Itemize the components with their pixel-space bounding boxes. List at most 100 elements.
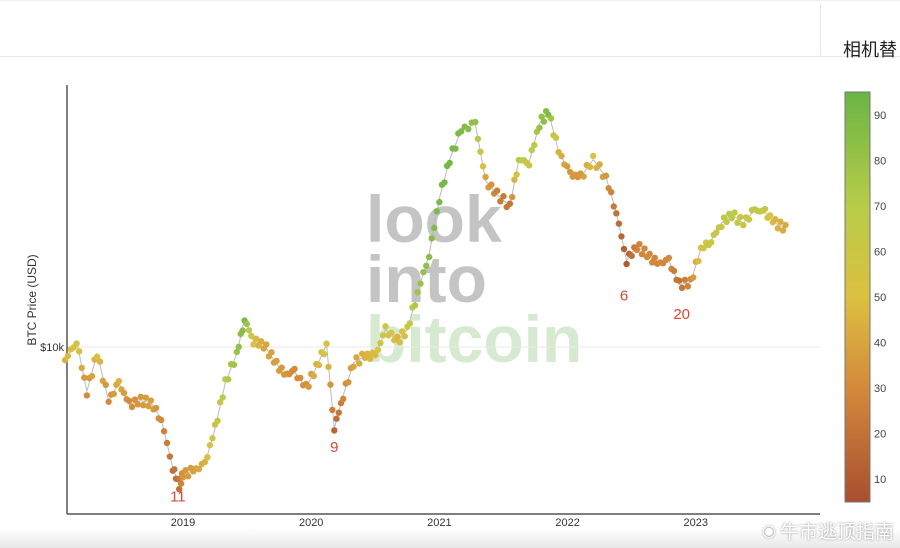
logo-into: into	[366, 242, 487, 316]
colorbar-tick-label: 70	[874, 201, 886, 213]
watermark: ◉ 牛市逃顶指南	[762, 517, 894, 544]
data-point	[142, 394, 150, 401]
data-point	[137, 393, 144, 401]
data-point	[305, 383, 312, 390]
data-point	[488, 181, 495, 188]
data-point	[431, 224, 438, 232]
data-point	[382, 323, 389, 330]
data-point	[268, 349, 275, 356]
data-point	[596, 161, 603, 168]
data-point	[436, 198, 443, 206]
data-point	[315, 361, 323, 369]
colorbar-tick-label: 80	[874, 155, 886, 167]
data-point	[233, 348, 241, 356]
x-tick-label: 2022	[555, 517, 579, 529]
data-point	[78, 364, 85, 372]
data-point	[325, 363, 332, 371]
data-point	[75, 348, 83, 355]
data-point	[399, 328, 406, 335]
data-point	[393, 333, 401, 341]
data-point	[320, 350, 328, 358]
data-point	[633, 246, 641, 254]
data-point	[678, 284, 686, 292]
bottom-fade	[0, 528, 900, 548]
data-point	[147, 397, 155, 404]
data-point	[93, 353, 101, 360]
data-point	[782, 221, 789, 229]
y-tick-label: $10k	[40, 342, 64, 354]
data-point	[700, 245, 707, 252]
data-point	[88, 372, 96, 380]
data-point	[235, 343, 242, 351]
data-point	[441, 179, 448, 186]
data-point	[465, 125, 472, 133]
data-point	[201, 458, 208, 466]
data-point	[500, 193, 507, 200]
data-point	[513, 171, 520, 178]
x-tick-label: 2023	[684, 517, 708, 529]
data-point	[340, 395, 347, 403]
colorbar-tick-label: 90	[874, 110, 886, 122]
data-point	[684, 283, 691, 290]
data-point	[723, 218, 730, 226]
data-point	[618, 233, 625, 240]
data-point	[81, 374, 88, 381]
data-point	[331, 427, 338, 434]
data-point	[638, 250, 646, 258]
data-point	[707, 239, 715, 246]
data-point	[646, 250, 653, 258]
colorbar-tick-label: 40	[874, 338, 886, 350]
data-point	[396, 338, 403, 346]
data-point	[538, 113, 545, 120]
data-point	[206, 441, 214, 449]
data-point	[472, 118, 479, 126]
data-point	[615, 220, 623, 227]
data-point	[528, 146, 535, 154]
data-point	[224, 376, 232, 383]
data-point	[613, 210, 620, 217]
data-point	[406, 320, 414, 327]
data-point	[323, 340, 330, 347]
data-point	[401, 332, 408, 340]
data-point	[243, 320, 250, 328]
colorbar-tick-label: 30	[874, 383, 886, 395]
data-point	[345, 379, 352, 386]
data-point	[713, 229, 720, 236]
data-point	[131, 396, 139, 403]
data-point	[425, 253, 433, 261]
data-point	[506, 200, 514, 207]
data-point	[718, 223, 725, 231]
data-point	[433, 208, 441, 215]
data-point	[536, 124, 543, 131]
logo-bitcoin: bitcoin	[366, 302, 582, 376]
data-point	[163, 439, 171, 447]
data-point	[423, 262, 430, 269]
data-point	[333, 415, 340, 422]
data-point	[230, 361, 238, 368]
data-point	[310, 372, 317, 380]
colorbar-tick-label: 60	[874, 246, 886, 258]
data-point	[356, 360, 363, 367]
data-point	[372, 351, 379, 359]
data-point	[182, 467, 189, 474]
data-point	[420, 268, 427, 276]
data-point	[586, 163, 594, 171]
data-point	[204, 454, 211, 461]
x-tick-label: 2020	[299, 517, 323, 529]
data-point	[610, 203, 617, 210]
data-point	[731, 209, 738, 216]
data-point	[508, 193, 516, 201]
data-point	[675, 277, 683, 284]
data-point	[184, 473, 192, 480]
data-point	[291, 365, 298, 373]
data-point	[493, 187, 501, 194]
data-point	[670, 267, 678, 275]
data-point	[110, 390, 117, 398]
data-point	[128, 403, 136, 411]
colorbar-tick-label: 20	[874, 429, 886, 441]
data-point	[379, 332, 387, 339]
data-point	[690, 274, 697, 281]
data-point	[623, 260, 630, 268]
data-point	[477, 148, 484, 155]
data-point	[552, 134, 560, 141]
